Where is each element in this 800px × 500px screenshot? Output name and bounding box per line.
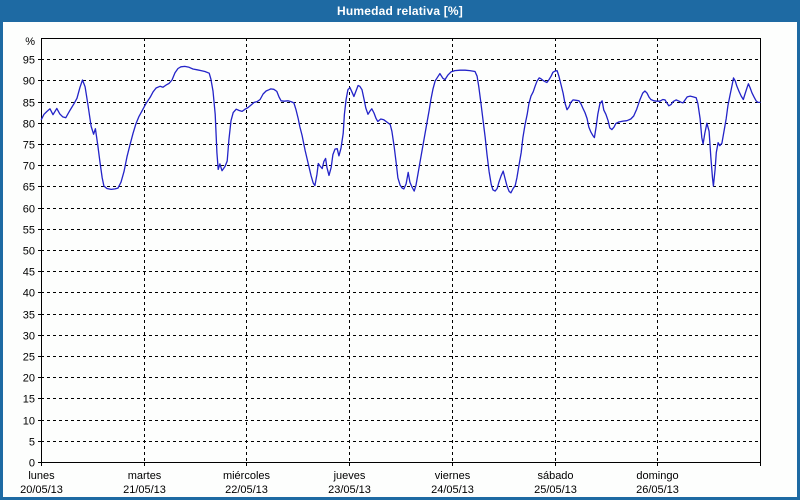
y-tick-label: 20 <box>23 373 35 385</box>
chart-title: Humedad relativa [%] <box>336 4 464 18</box>
y-axis-unit-label: % <box>25 36 35 48</box>
y-tick-label: 10 <box>23 416 35 428</box>
x-day-name-label: jueves <box>333 470 366 482</box>
y-tick-label: 55 <box>23 225 35 237</box>
y-tick-label: 70 <box>23 161 35 173</box>
x-day-date-label: 26/05/13 <box>636 484 679 496</box>
x-day-name-label: martes <box>128 470 162 482</box>
y-tick-label: 45 <box>23 267 35 279</box>
y-tick-label: 75 <box>23 140 35 152</box>
x-day-date-label: 22/05/13 <box>225 484 268 496</box>
x-day-date-label: 25/05/13 <box>534 484 577 496</box>
x-day-date-label: 24/05/13 <box>431 484 474 496</box>
chart-panel: 0 5 10 15 20 25 30 35 40 45 50 55 60 65 70 75 80 85 90 95% l… <box>3 22 797 497</box>
y-tick-label: 60 <box>23 204 35 216</box>
x-day-name-label: lunes <box>28 470 55 482</box>
y-tick-label: 95 <box>23 55 35 67</box>
plot-border <box>41 38 761 463</box>
axis-labels: 0 5 10 15 20 25 30 35 40 45 50 55 60 65 70 75 80 85 90 95% l… <box>20 36 679 496</box>
y-tick-label: 40 <box>23 288 35 300</box>
humidity-series-line <box>40 65 761 194</box>
y-tick-label: 5 <box>29 437 35 449</box>
y-tick-label: 85 <box>23 98 35 110</box>
y-tick-label: 50 <box>23 246 35 258</box>
humidity-line-chart: 0 5 10 15 20 25 30 35 40 45 50 55 60 65 70 75 80 85 90 95% l… <box>20 36 761 496</box>
x-day-date-label: 21/05/13 <box>123 484 166 496</box>
y-tick-label: 65 <box>23 182 35 194</box>
y-tick-label: 30 <box>23 331 35 343</box>
x-day-name-label: miércoles <box>223 470 271 482</box>
chart-title-bar: Humedad relativa [%] <box>0 0 800 22</box>
x-day-name-label: domingo <box>636 470 678 482</box>
y-tick-label: 0 <box>29 458 35 470</box>
x-day-date-label: 23/05/13 <box>328 484 371 496</box>
y-tick-label: 25 <box>23 352 35 364</box>
x-day-name-label: sábado <box>537 470 573 482</box>
y-tick-label: 15 <box>23 394 35 406</box>
axis-ticks <box>38 59 761 466</box>
y-tick-label: 90 <box>23 76 35 88</box>
x-day-name-label: viernes <box>435 470 471 482</box>
y-tick-label: 80 <box>23 119 35 131</box>
gridlines <box>41 38 760 462</box>
x-day-date-label: 20/05/13 <box>20 484 63 496</box>
y-tick-label: 35 <box>23 310 35 322</box>
